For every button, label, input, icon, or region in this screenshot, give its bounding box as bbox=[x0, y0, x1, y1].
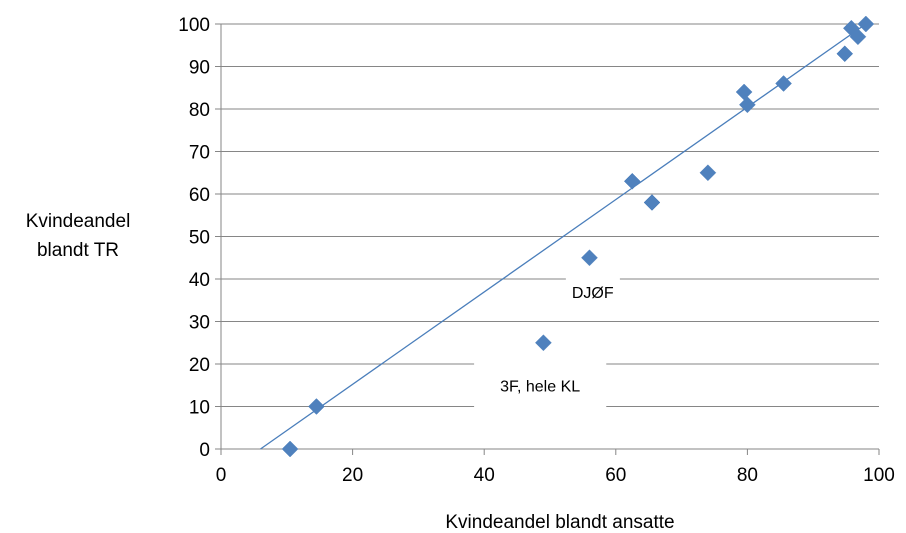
y-tick-label: 20 bbox=[189, 355, 210, 376]
y-tick-label: 60 bbox=[189, 185, 210, 206]
data-point bbox=[857, 15, 875, 33]
data-point bbox=[739, 96, 756, 114]
annotation-background bbox=[474, 360, 607, 414]
axes: 0 10 20 30 40 50 60 70 80 90 100 0 20 40 60 80 100 bbox=[178, 15, 895, 486]
y-tick-label: 90 bbox=[189, 58, 210, 79]
data-point bbox=[735, 83, 753, 101]
annotation-label: 3F, hele KL bbox=[500, 379, 580, 396]
annotation-background bbox=[565, 269, 620, 319]
data-point bbox=[775, 75, 792, 92]
data-point bbox=[623, 172, 641, 190]
trendline bbox=[260, 23, 867, 450]
y-tick-label: 50 bbox=[189, 228, 210, 249]
data-point bbox=[308, 398, 325, 415]
annotation-backgrounds bbox=[474, 269, 620, 414]
data-point bbox=[535, 334, 552, 352]
data-point bbox=[849, 28, 867, 46]
y-tick-label: 30 bbox=[189, 313, 210, 334]
x-tick-label: 80 bbox=[737, 465, 758, 486]
y-axis-title-line-2: blandt TR bbox=[37, 240, 119, 261]
data-point bbox=[699, 164, 717, 182]
y-tick-label: 100 bbox=[178, 15, 210, 36]
x-tick-label: 60 bbox=[605, 465, 626, 486]
y-tick-label: 0 bbox=[199, 440, 210, 461]
y-axis-title-line-1: Kvindeandel bbox=[26, 211, 131, 232]
data-point bbox=[643, 194, 661, 211]
axis-titles: Kvindeandel blandt ansatte Kvindeandel b… bbox=[26, 211, 675, 533]
x-axis-title: Kvindeandel blandt ansatte bbox=[445, 512, 674, 533]
data-point bbox=[836, 45, 854, 63]
x-tick-label: 40 bbox=[474, 465, 495, 486]
x-tick-label: 0 bbox=[216, 465, 227, 486]
x-tick-label: 100 bbox=[863, 465, 895, 486]
data-points bbox=[281, 15, 875, 458]
trendline-layer bbox=[260, 23, 867, 450]
y-tick-label: 10 bbox=[189, 398, 210, 419]
annotations: DJØF 3F, hele KL bbox=[500, 285, 614, 396]
y-tick-label: 40 bbox=[189, 270, 210, 291]
annotation-label: DJØF bbox=[572, 285, 614, 302]
y-tick-label: 70 bbox=[189, 143, 210, 164]
data-point bbox=[581, 249, 598, 267]
y-tick-label: 80 bbox=[189, 100, 210, 121]
data-point bbox=[281, 440, 299, 458]
x-tick-label: 20 bbox=[342, 465, 363, 486]
gridlines bbox=[221, 23, 879, 407]
